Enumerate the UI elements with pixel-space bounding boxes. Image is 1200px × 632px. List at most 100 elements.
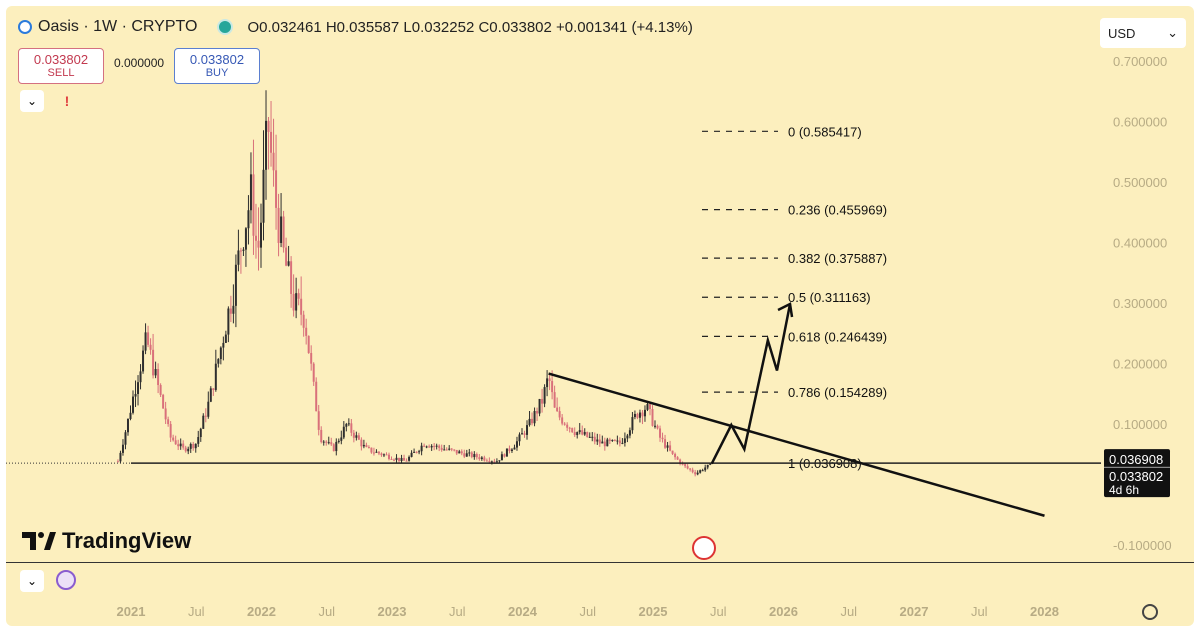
candle-body [367,446,370,448]
y-tick-label: 0.300000 [1113,296,1167,311]
candle-body [598,439,601,444]
warning-icon[interactable]: ! [64,93,70,109]
candle-body [593,436,596,442]
candle-body [621,442,624,444]
candle-body [222,342,225,348]
candle-body [526,425,529,435]
candle-body [618,440,621,444]
candle-body [147,332,150,345]
candle-body [638,412,641,418]
candle-body [651,408,654,426]
candle-body [603,441,606,447]
collapse-legend-button[interactable]: ⌄ [20,90,44,112]
candle-body [229,308,232,314]
candle-body [583,432,586,435]
candle-body [398,457,401,461]
candle-body [330,442,333,445]
candle-body [129,412,132,419]
candle-body [119,452,122,462]
collapse-pane-button[interactable]: ⌄ [20,570,44,592]
chevron-down-icon: ⌄ [26,94,38,108]
us-flag-icon[interactable] [692,536,716,560]
candle-body [335,441,338,452]
settings-gear-icon[interactable] [1142,604,1158,620]
chevron-down-icon: ⌄ [26,574,38,588]
x-tick-label: 2023 [378,604,407,619]
candle-body [340,437,343,441]
buy-button[interactable]: 0.033802 BUY [174,48,260,84]
symbol-title[interactable]: Oasis · 1W · CRYPTO [38,18,198,35]
pane-divider[interactable] [6,562,1194,563]
currency-select[interactable]: USD ⌄ [1100,18,1186,48]
y-tick-label: 0.100000 [1113,417,1167,432]
candle-body [126,418,129,433]
time-axis[interactable]: 2021 Jul 2022 Jul 2023 Jul 2024 Jul 2025 Jul 2026 J… [6,596,1194,626]
candle-body [425,446,428,448]
candle-body [450,448,453,450]
candle-body [523,433,526,435]
candle-body [686,466,689,469]
y-tick-label: 0.500000 [1113,175,1167,190]
candle-body [443,449,446,451]
candle-body [691,469,694,473]
candle-body [415,451,418,453]
candle-body [352,432,355,438]
candle-body [405,460,408,462]
candle-body [553,392,556,408]
candle-body [513,447,516,450]
candle-body [626,435,629,439]
price-chart[interactable]: 0 (0.585417) 0.236 (0.455969) 0.382 (0.375… [6,6,1194,562]
candle-body [681,463,684,465]
candle-body [500,454,503,461]
candle-body [420,445,423,452]
y-tick-label: 0.200000 [1113,357,1167,372]
candle-body [197,437,200,444]
candle-body [244,228,247,250]
candle-body [270,131,273,153]
candle-body [332,444,335,452]
candle-body [611,439,614,441]
candle-body [633,413,636,418]
candle-body [290,261,293,294]
candle-body [455,449,458,454]
fib-level-label: 0 (0.585417) [788,124,862,139]
x-tick-label: 2025 [639,604,668,619]
candle-body [177,444,180,447]
buy-label: BUY [205,67,229,79]
candle-body [395,457,398,460]
candle-body [355,435,358,438]
candle-body [578,430,581,433]
candle-body [498,460,501,462]
candle-body [518,434,521,442]
candle-body [505,448,508,457]
candle-body [121,444,124,453]
refresh-icon[interactable] [56,570,76,590]
candle-body [310,352,313,364]
candle-body [280,216,283,243]
candle-body [646,404,649,410]
candle-body [302,314,305,328]
sell-button[interactable]: 0.033802 SELL [18,48,104,84]
candle-body [377,451,380,454]
buy-price: 0.033802 [189,52,245,67]
projection-arrowhead [777,302,794,318]
candle-body [478,457,481,460]
candle-body [297,293,300,299]
candle-body [435,445,438,447]
oasis-coin-icon [18,20,32,34]
candle-body [174,440,177,445]
candle-body [262,169,265,223]
candle-body [247,210,250,229]
candle-body [704,467,707,471]
candle-body [520,433,523,435]
candle-body [242,249,245,251]
candle-body [272,152,275,171]
candle-body [295,293,298,311]
candle-body [440,447,443,451]
candle-body [285,247,288,266]
candle-body [546,378,549,388]
candle-body [292,293,295,311]
candle-body [189,444,192,449]
x-tick-label: Jul [188,604,205,619]
candle-body [661,437,664,440]
